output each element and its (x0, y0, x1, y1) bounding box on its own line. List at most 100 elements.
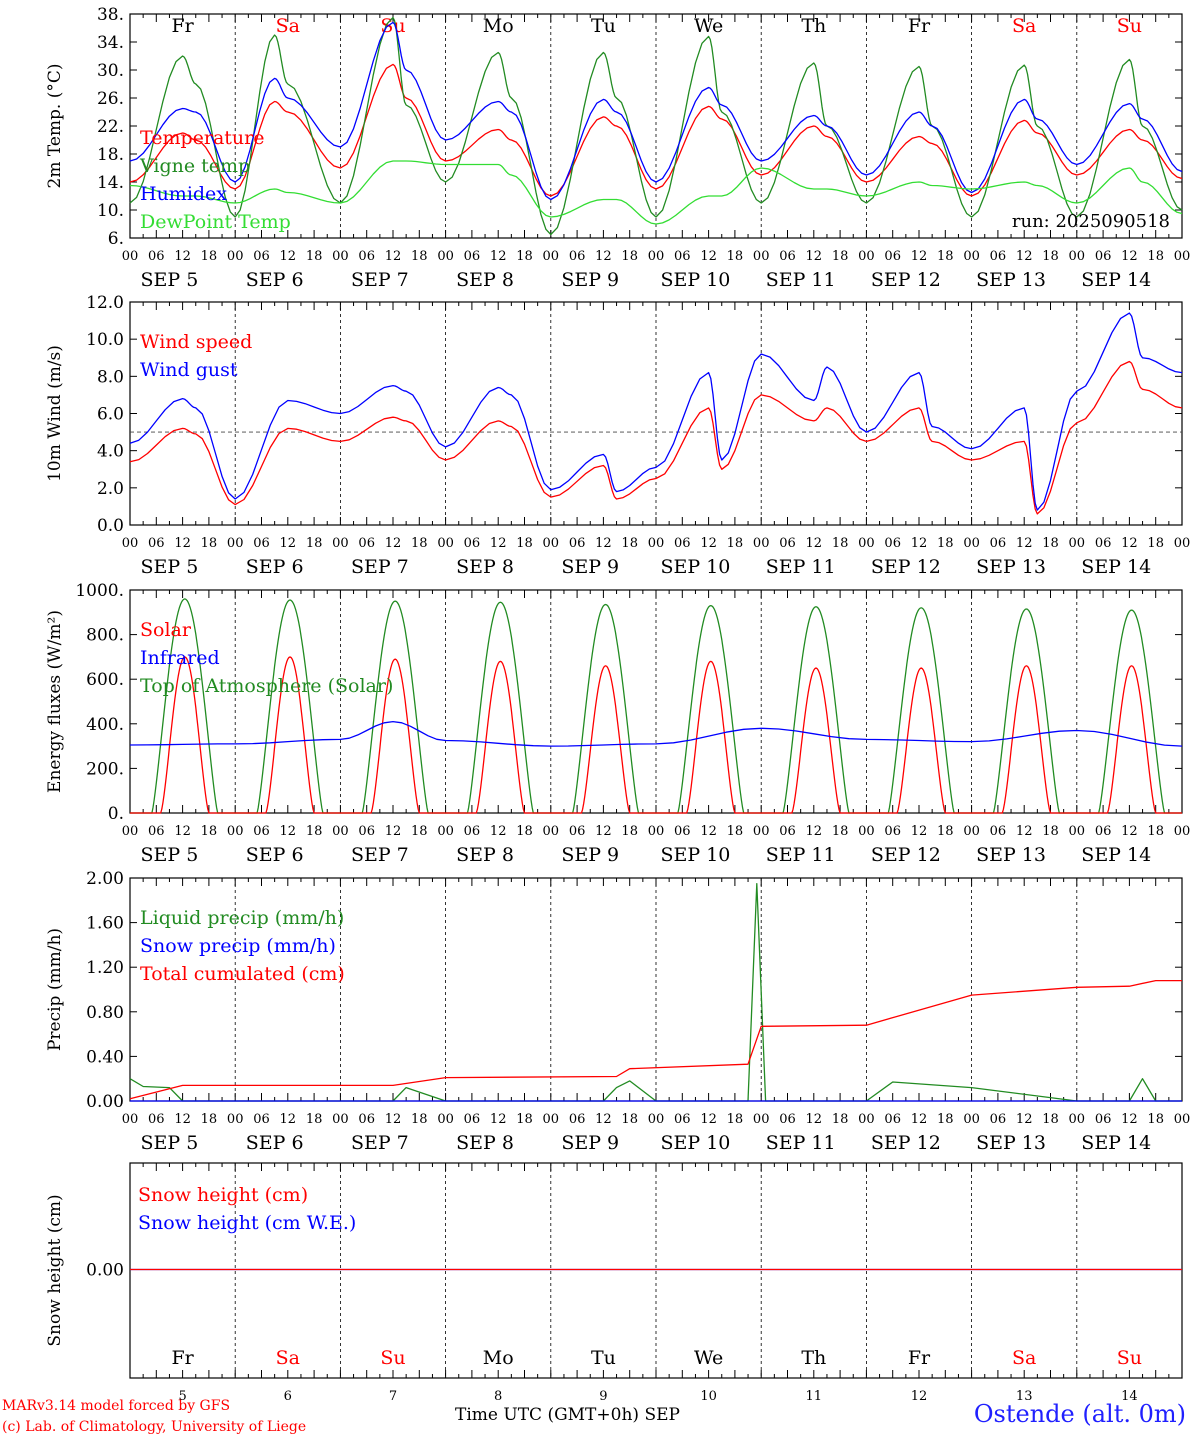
series-line-infrared (129, 720, 1183, 747)
x-tick-label: 18 (832, 249, 849, 264)
legend-entry: Solar (140, 619, 192, 641)
date-label: SEP 12 (871, 269, 941, 291)
x-tick-label: 12 (280, 1112, 297, 1127)
y-axis-label: 10m Wind (m/s) (45, 345, 65, 482)
y-tick-label: 2.00 (86, 869, 124, 889)
date-label: SEP 8 (456, 556, 514, 578)
day-number-label: 10 (700, 1389, 717, 1404)
x-tick-label: 00 (1069, 249, 1086, 264)
x-tick-label: 12 (385, 536, 402, 551)
x-tick-label: 18 (1042, 249, 1059, 264)
y-axis-label: Snow height (cm) (45, 1194, 65, 1346)
x-tick-label: 06 (674, 249, 691, 264)
y-tick-label: 0.00 (86, 1092, 124, 1112)
x-tick-label: 12 (385, 824, 402, 839)
y-tick-label: 0.40 (86, 1047, 124, 1067)
x-tick-label: 00 (1174, 536, 1191, 551)
x-tick-label: 06 (464, 249, 481, 264)
x-tick-label: 06 (569, 536, 586, 551)
x-tick-label: 06 (990, 536, 1007, 551)
series-line-solar (130, 656, 1182, 814)
weekday-label: Tu (591, 15, 616, 37)
x-tick-label: 18 (832, 1112, 849, 1127)
x-tick-label: 18 (306, 824, 323, 839)
x-tick-label: 12 (1016, 824, 1033, 839)
x-tick-label: 06 (674, 824, 691, 839)
y-tick-label: 1000. (75, 581, 124, 601)
x-tick-label: 00 (332, 1112, 349, 1127)
x-tick-label: 18 (306, 536, 323, 551)
x-tick-label: 00 (963, 249, 980, 264)
date-label: SEP 5 (141, 269, 199, 291)
y-tick-label: 0.80 (86, 1003, 124, 1023)
x-tick-label: 12 (806, 1112, 823, 1127)
date-label: SEP 13 (976, 1132, 1046, 1154)
date-label: SEP 5 (141, 844, 199, 866)
x-tick-label: 06 (674, 536, 691, 551)
x-tick-label: 18 (621, 536, 638, 551)
series-line-wind (129, 360, 1183, 515)
x-tick-label: 18 (306, 1112, 323, 1127)
x-tick-label: 06 (464, 824, 481, 839)
x-tick-label: 00 (437, 536, 454, 551)
x-tick-label: 00 (858, 824, 875, 839)
credit-model: MARv3.14 model forced by GFS (2, 1398, 231, 1414)
weekday-label: Fr (171, 15, 194, 37)
date-label: SEP 14 (1081, 844, 1151, 866)
x-tick-label: 12 (700, 1112, 717, 1127)
x-tick-label: 00 (543, 536, 560, 551)
y-tick-label: 1.20 (86, 958, 124, 978)
x-tick-label: 12 (806, 824, 823, 839)
x-tick-label: 00 (648, 536, 665, 551)
date-label: SEP 13 (976, 844, 1046, 866)
x-tick-label: 00 (963, 1112, 980, 1127)
x-tick-label: 12 (385, 1112, 402, 1127)
x-tick-label: 06 (1095, 824, 1112, 839)
weekday-label: Sa (276, 15, 300, 37)
x-tick-label: 12 (595, 1112, 612, 1127)
x-tick-label: 06 (148, 824, 165, 839)
date-label: SEP 6 (246, 844, 304, 866)
y-tick-label: 800. (86, 626, 124, 646)
date-label: SEP 14 (1081, 1132, 1151, 1154)
weekday-label: We (694, 1347, 723, 1369)
x-tick-label: 06 (1095, 1112, 1112, 1127)
y-tick-label: 0.0 (97, 516, 124, 536)
x-tick-label: 00 (543, 1112, 560, 1127)
x-tick-label: 06 (253, 824, 270, 839)
x-tick-label: 06 (148, 249, 165, 264)
x-tick-label: 06 (779, 1112, 796, 1127)
x-tick-label: 06 (358, 249, 375, 264)
x-tick-label: 00 (332, 824, 349, 839)
credit-lab: (c) Lab. of Climatology, University of L… (2, 1419, 307, 1435)
x-tick-label: 06 (884, 536, 901, 551)
y-tick-label: 400. (86, 715, 124, 735)
x-tick-label: 18 (937, 1112, 954, 1127)
x-tick-label: 18 (937, 824, 954, 839)
x-tick-label: 12 (911, 536, 928, 551)
x-tick-label: 12 (1121, 824, 1138, 839)
x-tick-label: 12 (700, 824, 717, 839)
x-tick-label: 00 (858, 536, 875, 551)
y-axis-label: Precip (mm/h) (45, 928, 65, 1051)
y-tick-label: 0. (108, 804, 124, 824)
date-label: SEP 11 (766, 844, 836, 866)
date-label: SEP 13 (976, 556, 1046, 578)
x-tick-label: 12 (595, 824, 612, 839)
x-tick-label: 12 (700, 249, 717, 264)
date-label: SEP 11 (766, 1132, 836, 1154)
weekday-label: Th (801, 1347, 826, 1369)
x-tick-label: 06 (358, 1112, 375, 1127)
x-tick-label: 18 (832, 536, 849, 551)
x-tick-label: 12 (280, 824, 297, 839)
legend-entry: Snow precip (mm/h) (140, 935, 336, 957)
x-tick-label: 00 (753, 824, 770, 839)
x-tick-label: 18 (201, 536, 218, 551)
run-label: run: 2025090518 (1012, 211, 1170, 232)
x-tick-label: 00 (753, 536, 770, 551)
x-tick-label: 18 (411, 1112, 428, 1127)
x-tick-label: 06 (148, 536, 165, 551)
x-tick-label: 06 (779, 536, 796, 551)
x-tick-label: 00 (543, 249, 560, 264)
